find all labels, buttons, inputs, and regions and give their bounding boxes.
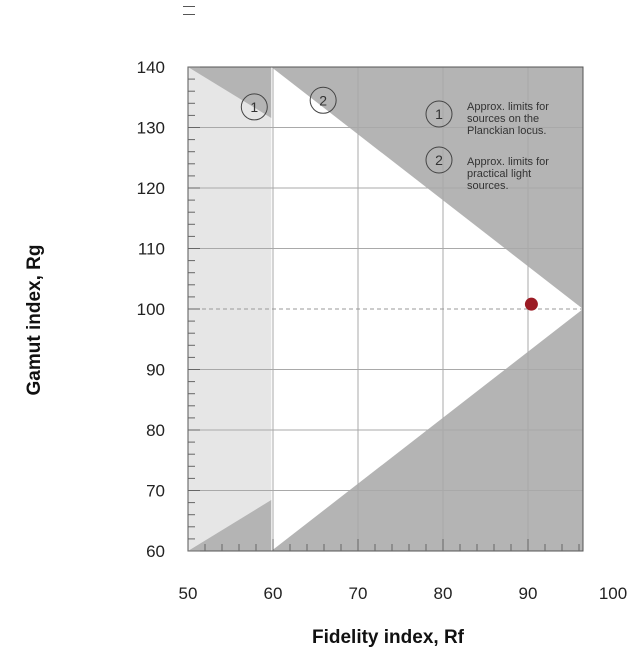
- x-tick-label-50: 50: [179, 584, 198, 603]
- x-tick-label-60: 60: [264, 584, 283, 603]
- legend-1-text: sources on the: [467, 113, 539, 125]
- legend-2-text: practical light: [467, 168, 531, 180]
- y-tick-label-70: 70: [146, 482, 165, 501]
- y-tick-label-130: 130: [137, 119, 165, 138]
- x-tick-label-100: 100: [599, 584, 627, 603]
- legend-2-number: 2: [435, 152, 443, 168]
- y-tick-label-60: 60: [146, 542, 165, 561]
- y-tick-label-140: 140: [137, 58, 165, 77]
- top-marker: [183, 6, 195, 16]
- y-tick-label-90: 90: [146, 361, 165, 380]
- legend-1-text: Approx. limits for: [467, 101, 549, 113]
- y-axis-label: Gamut index, Rg: [24, 244, 45, 396]
- legend-2-text: sources.: [467, 180, 509, 192]
- x-tick-label-70: 70: [349, 584, 368, 603]
- region-marker-2-circle: [309, 86, 337, 114]
- y-tick-label-100: 100: [137, 300, 165, 319]
- legend-2-circle: [425, 146, 453, 174]
- region-marker-1: 1: [250, 99, 258, 115]
- x-tick-label-90: 90: [519, 584, 538, 603]
- y-tick-label-120: 120: [137, 179, 165, 198]
- y-axis-label-box: Gamut index, Rg: [20, 110, 50, 530]
- y-tick-label-80: 80: [146, 421, 165, 440]
- data-point: [524, 297, 538, 311]
- region-marker-1-circle: [240, 93, 268, 121]
- y-tick-label-110: 110: [138, 240, 165, 259]
- region-marker-2: 2: [319, 92, 327, 108]
- legend-1-text: Planckian locus.: [467, 125, 547, 137]
- legend-2-text: Approx. limits for: [467, 156, 549, 168]
- legend-1-number: 1: [435, 106, 443, 122]
- x-tick-label-80: 80: [434, 584, 453, 603]
- x-axis-label: Fidelity index, Rf: [311, 627, 465, 648]
- legend-1-circle: [425, 100, 453, 128]
